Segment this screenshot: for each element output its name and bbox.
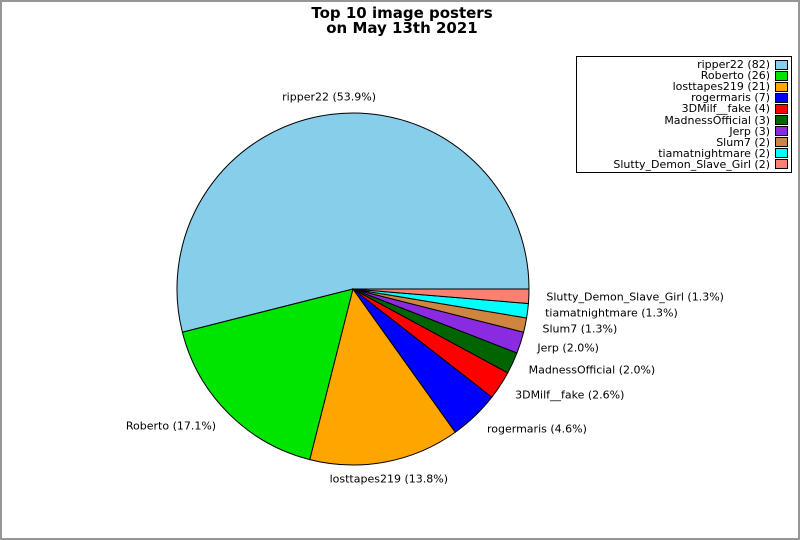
legend-item-label: 3DMilf__fake (4) [681,102,770,116]
legend-item-ripper22: ripper22 (82) [579,59,788,70]
pie-slice-ripper22 [176,112,530,333]
chart-title-line1: Top 10 image posters [311,4,493,22]
chart-title-line2: on May 13th 2021 [326,19,478,37]
legend-item-slutty_demon_slave_girl: Slutty_Demon_Slave_Girl (2) [579,159,788,170]
legend-item-label: Jerp (3) [729,124,770,138]
legend-color-swatch [775,115,788,126]
legend-color-swatch [775,148,788,159]
pie-slice-losttapes219 [309,287,456,466]
legend: ripper22 (82) Roberto (26) losttapes219 (2… [576,56,792,173]
legend-color-swatch [775,59,788,70]
legend-item-rogermaris: rogermaris (7) [579,92,788,103]
pie-slice-slutty_demon_slave_girl [352,288,530,305]
legend-item-label: Roberto (26) [700,69,770,83]
legend-color-swatch [775,137,788,148]
legend-color-swatch [775,126,788,137]
legend-color-swatch [775,103,788,114]
legend-item-label: tiamatnightmare (2) [658,146,770,160]
legend-item-label: MadnessOfficial (3) [664,113,770,127]
legend-item-label: Slum7 (2) [716,135,770,149]
legend-item-madnessofficial: MadnessOfficial (3) [579,115,788,126]
legend-item-slum7: Slum7 (2) [579,137,788,148]
legend-item-label: losttapes219 (21) [672,80,770,94]
legend-item-label: Slutty_Demon_Slave_Girl (2) [613,157,770,171]
chart-title: Top 10 image posters on May 13th 2021 [2,4,798,37]
legend-color-swatch [775,81,788,92]
legend-item-label: rogermaris (7) [691,91,770,105]
legend-item-roberto: Roberto (26) [579,70,788,81]
legend-color-swatch [775,159,788,170]
legend-item-label: ripper22 (82) [697,58,770,72]
legend-item-jerp: Jerp (3) [579,126,788,137]
pie-slice-roberto [181,288,354,461]
legend-item-3dmilf__fake: 3DMilf__fake (4) [579,103,788,114]
legend-item-losttapes219: losttapes219 (21) [579,81,788,92]
legend-item-tiamatnightmare: tiamatnightmare (2) [579,148,788,159]
legend-color-swatch [775,92,788,103]
legend-color-swatch [775,70,788,81]
